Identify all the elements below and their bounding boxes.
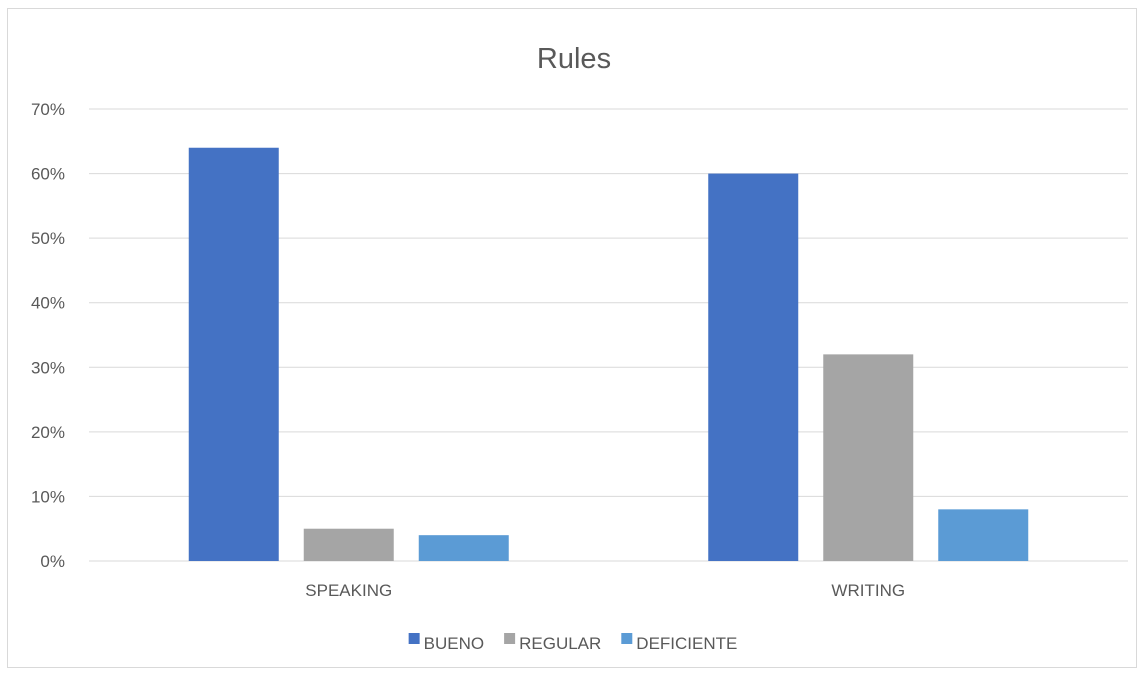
y-tick-label: 40% — [31, 294, 65, 313]
legend-swatch — [504, 633, 516, 644]
legend-swatch — [621, 633, 633, 644]
chart-title: Rules — [537, 43, 611, 75]
legend-item-deficiente: DEFICIENTE — [621, 633, 737, 653]
legend-label: BUENO — [424, 634, 484, 653]
y-tick-label: 10% — [31, 487, 65, 506]
bar-regular-writing — [823, 354, 914, 561]
y-tick-label: 50% — [31, 229, 65, 248]
bar-deficiente-speaking — [418, 535, 509, 561]
legend-item-regular: REGULAR — [504, 633, 601, 653]
x-category-label: SPEAKING — [305, 581, 392, 600]
legend-label: REGULAR — [519, 634, 601, 653]
x-category-label: WRITING — [831, 581, 905, 600]
bar-chart: Rules 0% 10% 20% 30% 40% 50% 60% 70% SPEAKING WR… — [31, 43, 1128, 653]
x-axis-categories: SPEAKING WRITING — [305, 581, 905, 600]
chart-container: Rules 0% 10% 20% 30% 40% 50% 60% 70% SPEAKING WR… — [7, 8, 1137, 668]
y-tick-label: 0% — [40, 552, 65, 571]
bar-deficiente-writing — [938, 509, 1029, 561]
y-tick-label: 60% — [31, 165, 65, 184]
bar-regular-speaking — [303, 528, 394, 561]
bars — [188, 147, 1029, 562]
y-tick-label: 30% — [31, 358, 65, 377]
y-tick-label: 20% — [31, 423, 65, 442]
legend-item-bueno: BUENO — [408, 633, 484, 653]
bar-bueno-writing — [708, 173, 799, 562]
legend-label: DEFICIENTE — [636, 634, 737, 653]
y-tick-label: 70% — [31, 100, 65, 119]
legend-swatch — [408, 633, 420, 644]
y-axis-ticks: 0% 10% 20% 30% 40% 50% 60% 70% — [31, 100, 65, 571]
legend: BUENO REGULAR DEFICIENTE — [408, 633, 737, 653]
bar-bueno-speaking — [188, 147, 279, 561]
